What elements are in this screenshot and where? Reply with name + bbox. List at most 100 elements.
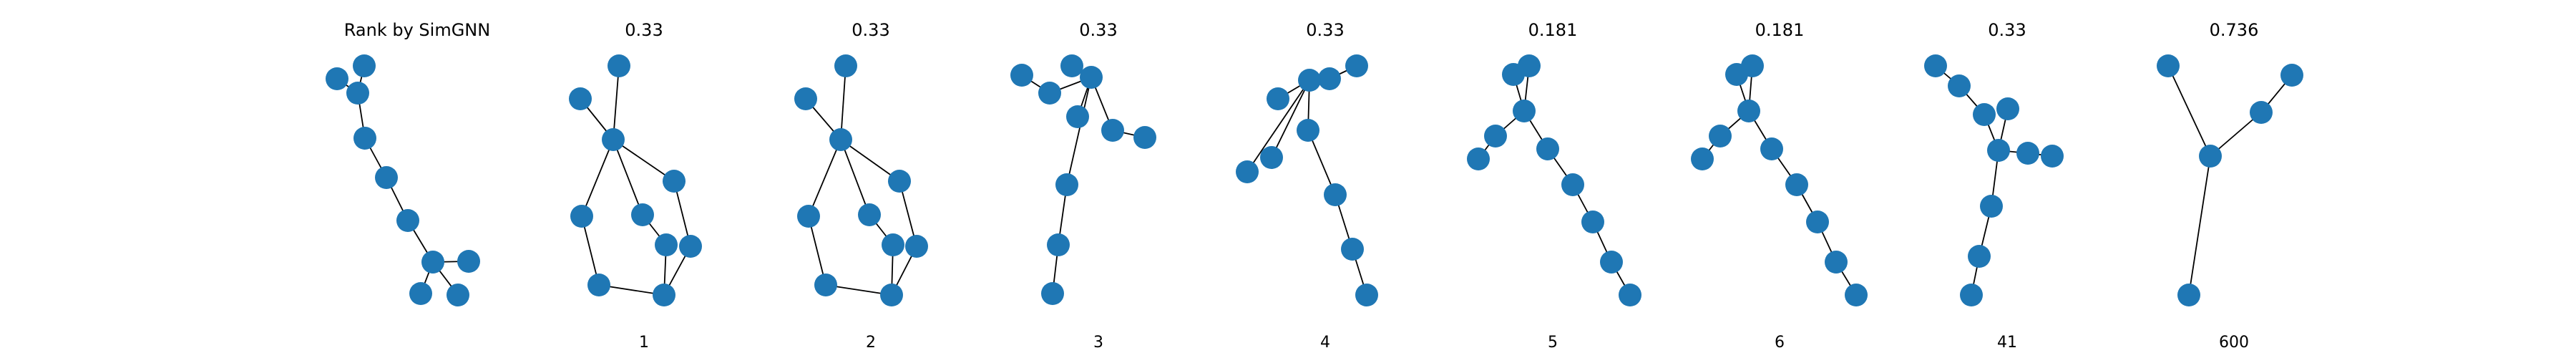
graph-node-5 (2016, 142, 2039, 165)
graph-node-0 (1924, 54, 1947, 77)
rank-label: 600 (2219, 334, 2249, 352)
graph-node-5 (570, 205, 593, 228)
graph-node-7 (1980, 195, 2003, 218)
similarity-score: 0.736 (2210, 20, 2259, 40)
similarity-score: 0.181 (1755, 20, 1805, 40)
graph-node-1 (2199, 145, 2222, 168)
graph-node-8 (1600, 251, 1623, 274)
graph-node-9 (447, 284, 469, 306)
graph-node-1 (353, 54, 376, 77)
graph-edge-6 (1066, 77, 1092, 185)
panel-result-3: 0.33 3 (1010, 20, 1156, 352)
graph-edge-0 (2167, 65, 2211, 157)
graph-node-7 (1581, 211, 1604, 233)
result-graph (1924, 54, 2064, 306)
panel-result-600: 0.736 600 (2157, 20, 2303, 352)
graph-node-8 (814, 274, 837, 296)
graph-node-2 (1060, 54, 1083, 77)
graph-node-2 (829, 128, 852, 151)
graph-edge-3 (840, 139, 870, 216)
panel-query: Rank by SimGNN (326, 20, 490, 306)
graph-node-5 (1536, 137, 1559, 160)
graph-node-7 (457, 250, 480, 273)
graph-node-4 (1467, 147, 1490, 170)
graph-node-7 (1055, 173, 1078, 196)
graph-node-2 (2250, 101, 2273, 124)
graph-node-3 (353, 127, 376, 150)
graph-node-1 (1741, 54, 1764, 77)
graph-node-0 (346, 82, 369, 105)
result-graph (794, 54, 928, 306)
similarity-score: 0.181 (1528, 20, 1578, 40)
graph-edge-0 (840, 65, 847, 140)
graph-node-2 (602, 128, 625, 151)
graph-node-6 (1297, 119, 1319, 142)
graph-node-1 (1038, 82, 1061, 105)
graph-node-0 (1010, 64, 1033, 87)
result-graph (2157, 54, 2303, 306)
graph-node-1 (1318, 67, 1341, 90)
graph-edge-0 (613, 65, 620, 140)
graph-node-4 (1691, 147, 1714, 170)
rank-label: 4 (1320, 334, 1330, 352)
graph-node-4 (858, 203, 881, 226)
graph-edge-2 (613, 139, 675, 182)
panel-result-5: 0.181 5 (1467, 20, 1641, 352)
graph-node-5 (1760, 137, 1783, 160)
graph-edge-9 (581, 216, 600, 286)
result-graph (1236, 54, 1378, 306)
graph-node-7 (1806, 211, 1829, 233)
graph-node-3 (1298, 69, 1321, 92)
graph-node-3 (1080, 66, 1103, 89)
graph-node-3 (663, 170, 686, 193)
graph-node-6 (1561, 173, 1584, 196)
rank-label: 2 (866, 334, 876, 352)
graph-node-9 (1355, 284, 1378, 306)
similarity-score: 0.33 (1079, 20, 1117, 40)
query-graph (326, 54, 480, 306)
graph-node-4 (1236, 160, 1259, 183)
graph-node-0 (608, 54, 630, 77)
graph-node-9 (653, 284, 675, 306)
graph-node-5 (1101, 119, 1124, 142)
graph-node-8 (587, 274, 610, 296)
graph-node-2 (1513, 100, 1536, 122)
graph-edge-4 (1271, 79, 1310, 158)
graph-node-4 (1066, 105, 1089, 128)
panel-result-4: 0.33 4 (1236, 20, 1378, 352)
graph-node-0 (834, 54, 857, 77)
graph-node-3 (1484, 125, 1507, 147)
graph-node-6 (882, 233, 904, 256)
rank-label: 6 (1775, 334, 1785, 352)
result-graph (1467, 54, 1641, 306)
graph-node-8 (1968, 245, 1991, 268)
graph-edge-3 (1246, 79, 1310, 173)
similarity-score: 0.33 (1306, 20, 1344, 40)
graph-node-4 (375, 166, 398, 189)
graph-node-1 (1518, 54, 1541, 77)
graph-node-1 (1948, 74, 1971, 97)
graph-node-6 (2041, 145, 2064, 168)
graph-node-7 (1324, 183, 1347, 206)
rank-label: 41 (1997, 334, 2017, 352)
panel-title: Rank by SimGNN (344, 20, 490, 40)
graph-node-1 (794, 87, 817, 110)
graph-node-5 (396, 209, 419, 232)
graph-node-8 (1047, 233, 1070, 256)
graph-node-3 (888, 170, 911, 193)
graph-edge-4 (581, 139, 614, 217)
panel-result-41: 0.33 41 (1924, 20, 2064, 352)
graph-node-8 (409, 282, 432, 305)
panel-result-6: 0.181 6 (1691, 20, 1868, 352)
graph-edge-9 (808, 216, 826, 286)
graph-node-2 (326, 67, 348, 90)
graph-node-7 (679, 235, 702, 258)
graph-node-2 (1267, 87, 1289, 110)
graph-edge-4 (808, 139, 841, 217)
graph-node-2 (1973, 103, 1996, 126)
graph-node-6 (655, 233, 678, 256)
graph-node-9 (1845, 284, 1868, 306)
panel-result-2: 0.33 2 (794, 20, 928, 352)
